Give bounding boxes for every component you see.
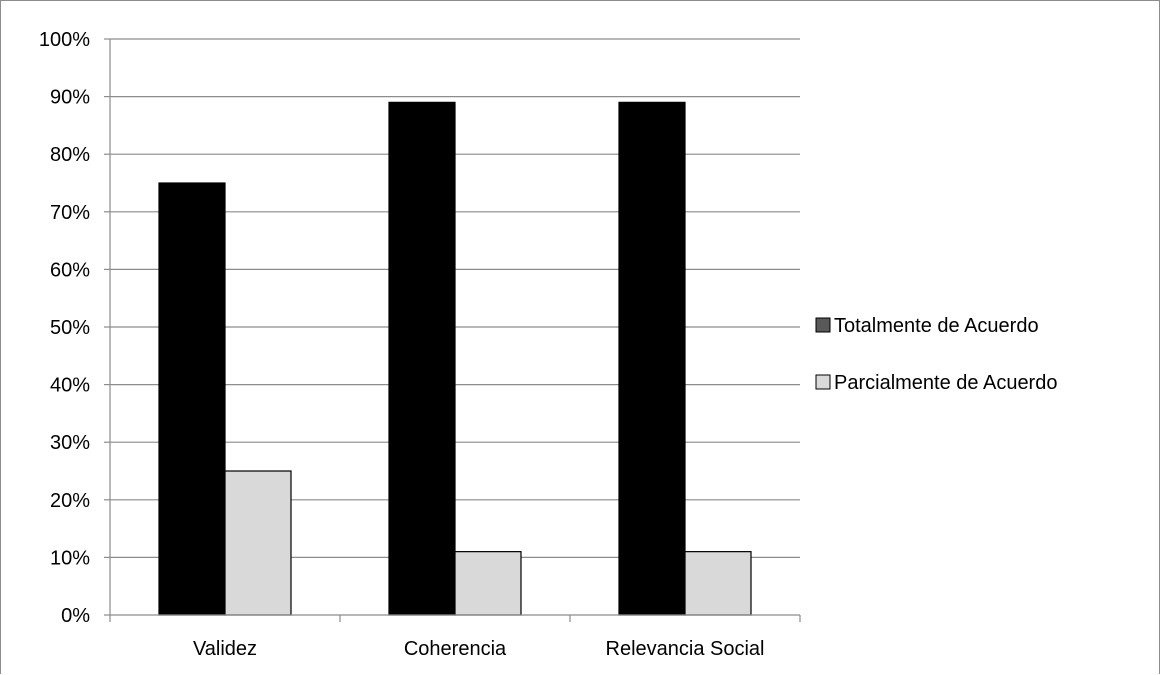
legend: Totalmente de Acuerdo Parcialmente de Acu… [815, 315, 1057, 394]
bars [158, 101, 752, 616]
y-tick-label: 80% [50, 144, 90, 166]
y-tick-label: 0% [61, 605, 90, 627]
y-tick-label: 100% [39, 29, 90, 51]
legend-swatch [815, 317, 831, 333]
x-tick-label: Relevancia Social [606, 638, 765, 660]
legend-label: Totalmente de Acuerdo [834, 315, 1039, 337]
bar-parcialmente-de-acuerdo-validez [224, 470, 292, 616]
y-tick-label: 70% [50, 202, 90, 224]
y-tick-label: 60% [50, 259, 90, 281]
legend-label: Parcialmente de Acuerdo [834, 372, 1057, 394]
legend-swatch [815, 374, 831, 390]
y-tick-label: 50% [50, 317, 90, 339]
y-tick-label: 20% [50, 490, 90, 512]
bar-parcialmente-de-acuerdo-relevancia-social [684, 551, 752, 616]
x-axis-tick-labels: Validez Coherencia Relevancia Social [193, 638, 765, 660]
y-tick-label: 30% [50, 432, 90, 454]
y-tick-label: 90% [50, 87, 90, 109]
y-axis-tick-labels: 0% 10% 20% 30% 40% 50% 60% 70% 80% 90% 100% [39, 29, 90, 627]
x-tick-label: Validez [193, 638, 257, 660]
y-tick-label: 40% [50, 375, 90, 397]
y-tick-label: 10% [50, 547, 90, 569]
bar-totalmente-de-acuerdo-relevancia-social [618, 101, 686, 616]
axes [104, 38, 801, 622]
bar-parcialmente-de-acuerdo-coherencia [454, 551, 522, 616]
bar-totalmente-de-acuerdo-validez [158, 182, 226, 616]
x-tick-label: Coherencia [404, 638, 507, 660]
bar-totalmente-de-acuerdo-coherencia [388, 101, 456, 616]
